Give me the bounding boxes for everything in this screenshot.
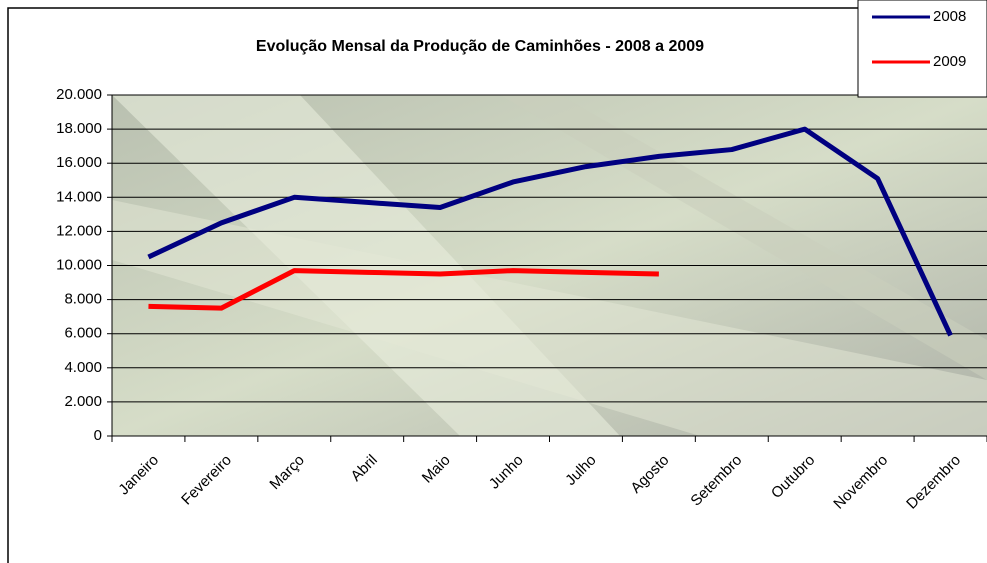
legend-box [857,0,987,98]
legend-label: 2009 [933,53,966,70]
chart-title: Evolução Mensal da Produção de Caminhões… [256,38,704,55]
y-tick-label: 6.000 [64,325,102,342]
legend-label: 2008 [933,8,966,25]
y-tick-label: 20.000 [56,86,102,103]
y-tick-label: 8.000 [64,291,102,308]
series-line [148,268,659,311]
y-tick-label: 0 [94,427,102,444]
y-tick-label: 4.000 [64,359,102,376]
y-tick-label: 10.000 [56,256,102,273]
y-tick-label: 14.000 [56,188,102,205]
y-tick-label: 16.000 [56,154,102,171]
y-tick-label: 2.000 [64,393,102,410]
background-leaf [500,95,987,380]
background-leaf [112,200,987,436]
series-line [147,126,953,337]
y-tick-label: 12.000 [56,222,102,239]
y-tick-label: 18.000 [56,120,102,137]
